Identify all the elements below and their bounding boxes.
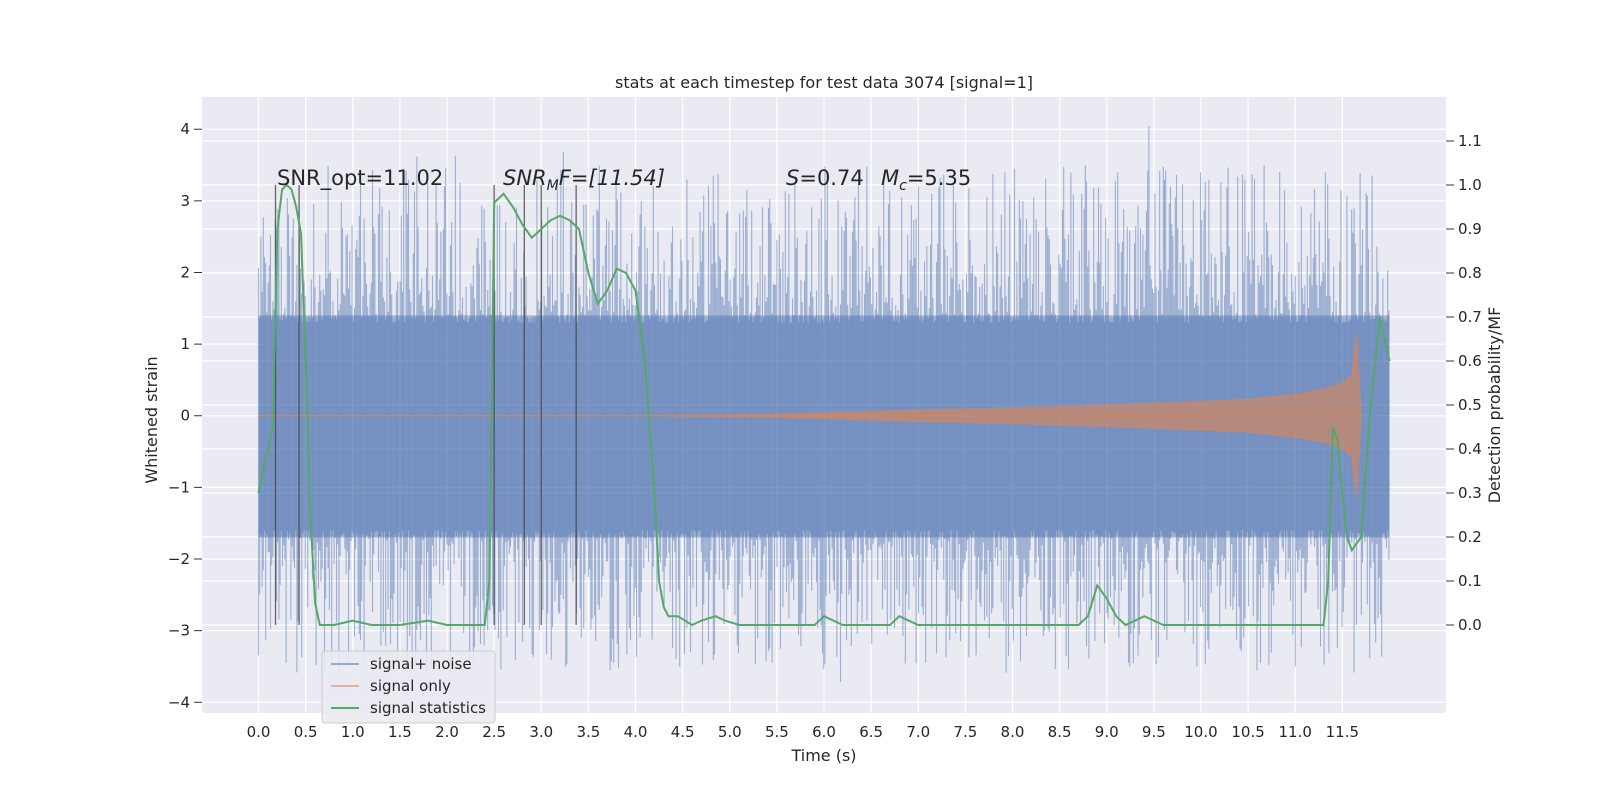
y-right-tick-label: 1.0: [1458, 176, 1482, 194]
x-tick-label: 8.0: [1001, 723, 1025, 741]
x-axis-label: Time (s): [790, 746, 856, 765]
y-right-tick-label: 0.3: [1458, 484, 1482, 502]
x-tick-label: 6.0: [812, 723, 836, 741]
x-tick-label: 0.5: [294, 723, 318, 741]
y-right-tick-label: 1.1: [1458, 132, 1482, 150]
legend-label-signal-only: signal only: [370, 677, 451, 695]
x-tick-label: 6.5: [859, 723, 883, 741]
y-tick-label: −4: [168, 693, 190, 711]
signal-only-series: [258, 333, 1362, 499]
y-right-tick-label: 0.9: [1458, 220, 1482, 238]
x-tick-label: 4.5: [671, 723, 695, 741]
y-tick-label: 2: [180, 263, 190, 281]
annotation-mc: Mc=5.35: [881, 166, 971, 194]
x-tick-label: 0.0: [247, 723, 271, 741]
x-tick-label: 5.0: [718, 723, 742, 741]
x-tick-label: 11.0: [1279, 723, 1312, 741]
y-right-tick-label: 0.1: [1458, 572, 1482, 590]
y-right-tick-label: 0.4: [1458, 440, 1482, 458]
chart-title: stats at each timestep for test data 307…: [615, 73, 1033, 92]
x-tick-label: 5.5: [765, 723, 789, 741]
x-tick-label: 1.0: [341, 723, 365, 741]
legend-label-signal-noise: signal+ noise: [370, 655, 472, 673]
signal-statistics-line: [257, 183, 1391, 627]
y-tick-label: 3: [180, 192, 190, 210]
x-tick-label: 10.5: [1231, 723, 1264, 741]
y-right-tick-label: 0.6: [1458, 352, 1482, 370]
y-tick-label: −1: [168, 478, 190, 496]
y-right-tick-label: 0.5: [1458, 396, 1482, 414]
annotation-snr-opt: SNR_opt=11.02: [277, 166, 443, 191]
x-tick-label: 8.5: [1048, 723, 1072, 741]
y-tick-label: −2: [168, 550, 190, 568]
y-right-tick-label: 0.2: [1458, 528, 1482, 546]
y-axis-right-label: Detection probability/MF: [1485, 307, 1504, 504]
legend: signal+ noise signal only signal statist…: [321, 650, 496, 724]
annotation-s: S=0.74: [786, 166, 864, 190]
y-axis-label: Whitened strain: [142, 356, 161, 483]
y-tick-label: 1: [180, 335, 190, 353]
x-tick-label: 2.5: [482, 723, 506, 741]
legend-label-signal-statistics: signal statistics: [370, 699, 486, 717]
x-tick-label: 3.5: [576, 723, 600, 741]
annotation-snr-mf: SNRMF=[11.54]: [503, 166, 665, 194]
x-tick-label: 1.5: [388, 723, 412, 741]
x-tick-label: 4.0: [624, 723, 648, 741]
x-tick-label: 10.0: [1184, 723, 1217, 741]
x-tick-label: 9.5: [1142, 723, 1166, 741]
x-tick-label: 2.0: [435, 723, 459, 741]
x-tick-label: 11.5: [1326, 723, 1359, 741]
y-right-tick-label: 0.8: [1458, 264, 1482, 282]
y-tick-label: 0: [180, 407, 190, 425]
x-tick-label: 9.0: [1095, 723, 1119, 741]
x-tick-label: 7.5: [953, 723, 977, 741]
x-tick-label: 3.0: [529, 723, 553, 741]
y-right-tick-label: 0.7: [1458, 308, 1482, 326]
y-right-tick-label: 0.0: [1458, 616, 1482, 634]
y-tick-label: 4: [180, 120, 190, 138]
signal-statistics-series: [257, 183, 1391, 627]
y-tick-label: −3: [168, 622, 190, 640]
x-tick-label: 7.0: [906, 723, 930, 741]
